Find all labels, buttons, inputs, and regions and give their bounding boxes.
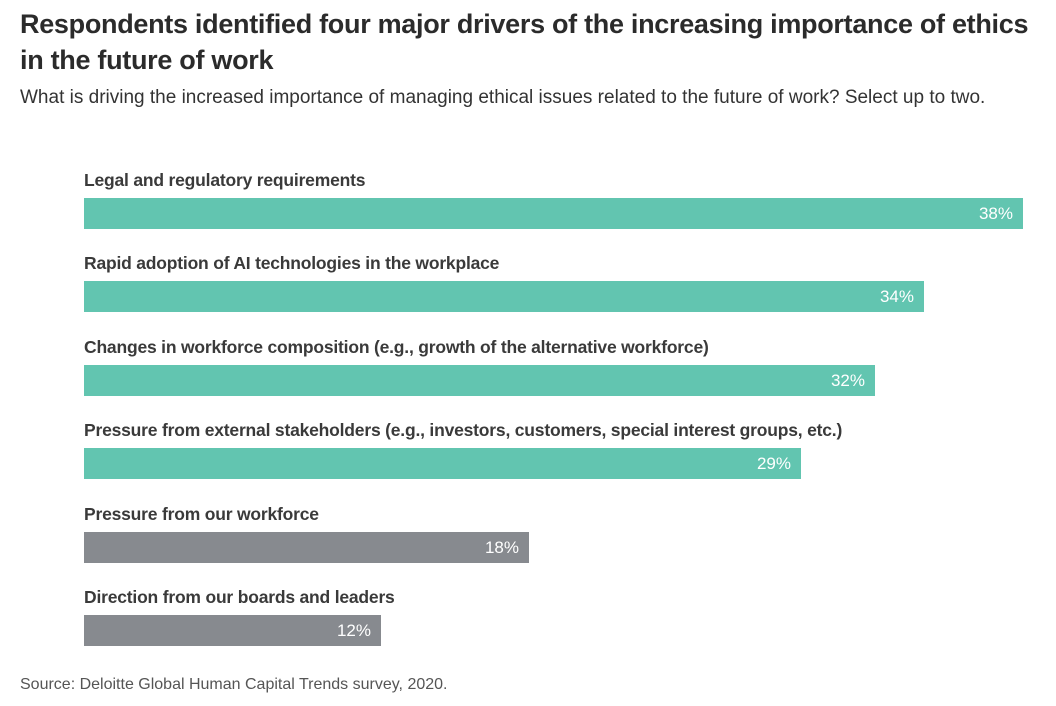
bar — [84, 531, 529, 563]
bar — [84, 364, 875, 396]
bar-value-label: 29% — [756, 454, 791, 474]
bar-value-label: 18% — [484, 537, 519, 557]
chart-subtitle: What is driving the increased importance… — [20, 87, 986, 108]
bar-label: Direction from our boards and leaders — [84, 587, 395, 607]
bar-value-label: 34% — [879, 287, 914, 307]
bar — [84, 448, 801, 480]
chart-title: Respondents identified four major driver… — [20, 9, 1029, 75]
bar-label: Rapid adoption of AI technologies in the… — [84, 253, 500, 274]
bar — [84, 198, 1023, 229]
bar-label: Pressure from our workforce — [84, 503, 319, 524]
bar-label: Changes in workforce composition (e.g., … — [84, 336, 709, 357]
bar-value-label: 12% — [336, 621, 371, 640]
bar-label: Pressure from external stakeholders (e.g… — [84, 420, 843, 441]
bar — [84, 281, 924, 313]
bar-value-label: 38% — [978, 204, 1013, 223]
bar-label: Legal and regulatory requirements — [84, 170, 366, 190]
bar — [84, 615, 381, 646]
source-note: Source: Deloitte Global Human Capital Tr… — [20, 676, 448, 693]
bar-value-label: 32% — [830, 370, 865, 390]
